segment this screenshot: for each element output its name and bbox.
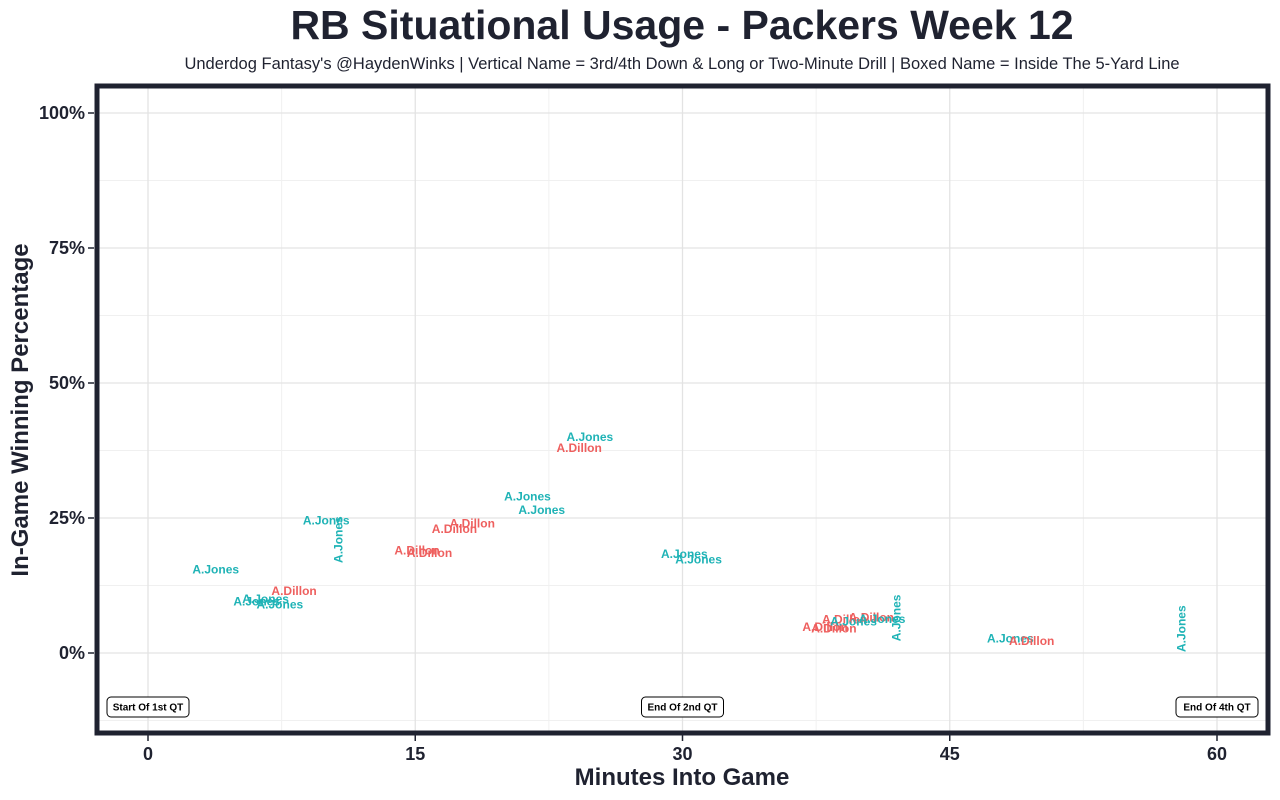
data-point-label: A.Dillon [1009, 634, 1054, 648]
data-point-label: A.Jones [889, 594, 903, 641]
data-point-label: A.Dillon [849, 610, 894, 624]
data-point-label: A.Jones [567, 430, 614, 444]
data-point-label: A.Jones [830, 615, 877, 629]
data-point-label: A.Jones [518, 503, 565, 517]
x-tick-label: 15 [405, 744, 425, 764]
data-point-label: A.Jones [242, 592, 289, 606]
quarter-marker: Start Of 1st QT [106, 696, 190, 718]
quarter-marker-label: End Of 4th QT [1183, 703, 1250, 714]
x-tick-label: 30 [672, 744, 692, 764]
x-axis-ticks: 0 15 30 45 60 [143, 735, 1227, 764]
data-point-label: A.Jones [859, 612, 906, 626]
data-point-label: A.Dillon [802, 620, 847, 634]
quarter-marker-box [1175, 696, 1259, 718]
data-point-label: A.Dillon [822, 613, 867, 627]
x-tick-label: 60 [1207, 744, 1227, 764]
quarter-marker: End Of 2nd QT [641, 696, 724, 718]
data-point-label: A.Dillon [556, 441, 601, 455]
chart-subtitle: Underdog Fantasy's @HaydenWinks | Vertic… [184, 55, 1180, 73]
chart-title: RB Situational Usage - Packers Week 12 [290, 2, 1074, 48]
major-gridlines [99, 88, 1266, 731]
data-point-label: A.Dillon [394, 543, 439, 557]
data-point-label: A.Dillon [432, 522, 477, 536]
data-point-label: A.Dillon [407, 546, 452, 560]
quarter-marker-box [641, 696, 724, 718]
data-point-label: A.Jones [303, 514, 350, 528]
data-point-label: A.Jones [233, 595, 280, 609]
y-tick-label: 50% [49, 373, 85, 393]
y-axis-ticks: 0% 25% 50% 75% 100% [39, 103, 94, 663]
quarter-marker-box [106, 696, 190, 718]
y-tick-label: 0% [59, 643, 85, 663]
quarter-markers: Start Of 1st QT End Of 2nd QT End Of 4th Q… [106, 696, 1259, 718]
data-point-label: A.Jones [332, 516, 346, 563]
x-tick-label: 45 [940, 744, 960, 764]
data-point-label: A.Jones [256, 597, 303, 611]
data-point-label: A.Jones [504, 489, 551, 503]
y-tick-label: 75% [49, 238, 85, 258]
plot-frame [94, 83, 1271, 736]
y-tick-label: 100% [39, 103, 85, 123]
x-tick-label: 0 [143, 744, 153, 764]
data-point-label: A.Dillon [271, 584, 316, 598]
data-point-label: A.Dillon [811, 622, 856, 636]
data-point-label: A.Jones [1174, 605, 1188, 652]
y-axis-label: In-Game Winning Percentage [7, 243, 34, 576]
data-point-label: A.Jones [192, 562, 239, 576]
quarter-marker: End Of 4th QT [1175, 696, 1259, 718]
data-point-label: A.Dillon [450, 516, 495, 530]
data-point-label: A.Jones [675, 553, 722, 567]
y-tick-label: 25% [49, 508, 85, 528]
x-axis-label: Minutes Into Game [575, 764, 790, 791]
data-points: A.JonesA.JonesA.JonesA.JonesA.DillonA.Jo… [192, 430, 1188, 652]
data-point-label: A.Jones [661, 547, 708, 561]
quarter-marker-label: Start Of 1st QT [113, 703, 184, 714]
data-point-label: A.Jones [987, 631, 1034, 645]
quarter-marker-label: End Of 2nd QT [648, 703, 718, 714]
